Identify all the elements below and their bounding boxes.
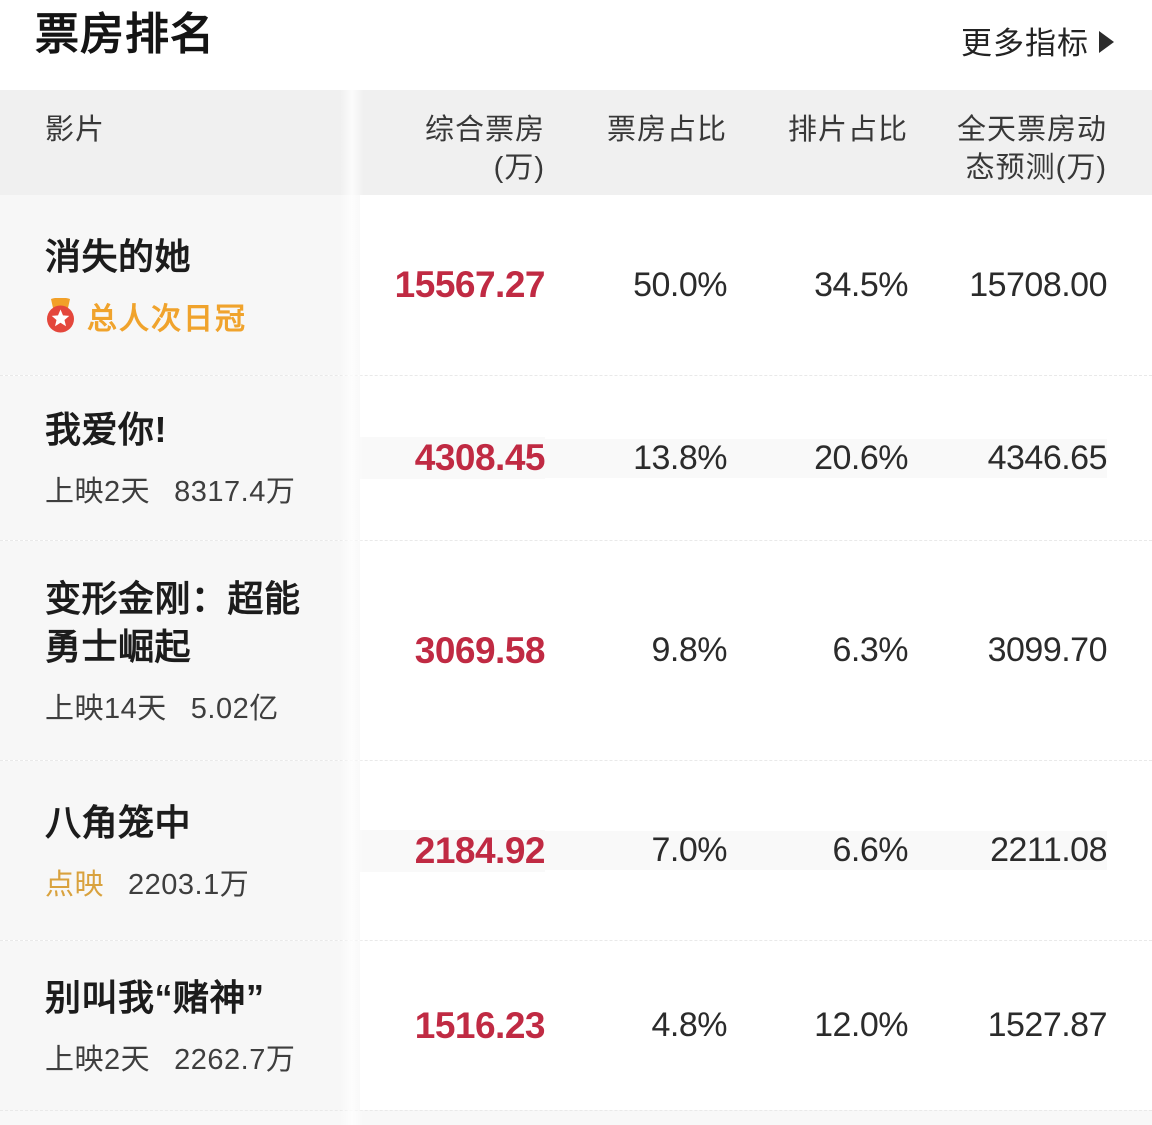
movie-row-5[interactable]: 别叫我“赌神” 上映2天 2262.7万 1516.23 4.8% 12.0% …	[0, 940, 1152, 1110]
box-office-value: 3069.58	[414, 629, 546, 671]
screen-share-value: 20.6%	[727, 438, 909, 478]
movie-row-4[interactable]: 八角笼中 点映 2203.1万 2184.92 7.0% 6.6% 2211.0…	[0, 760, 1152, 940]
release-days: 上映2天	[45, 1043, 151, 1076]
screen-share-value: 6.6%	[727, 831, 909, 870]
movie-row-2[interactable]: 我爱你! 上映2天 8317.4万 4308.45 13.8% 20.6% 43…	[0, 375, 1152, 540]
movie-row-1[interactable]: 消失的她 总人次日冠 15567.27 50.0% 34.5% 15708.00	[0, 195, 1152, 375]
cumulative-gross: 2262.7万	[174, 1043, 296, 1076]
box-office-value: 15567.27	[394, 264, 546, 305]
topbar: 票房排名 更多指标	[0, 0, 1152, 90]
forecast-value: 4346.65	[908, 438, 1108, 478]
badge-label: 总人次日冠	[87, 302, 247, 336]
film-cell: 我爱你! 上映2天 8317.4万	[0, 376, 360, 540]
box-share-value: 7.0%	[545, 831, 728, 870]
film-cell: 别叫我“赌神” 上映2天 2262.7万	[0, 941, 360, 1110]
column-header-screen-share: 排片占比	[787, 114, 908, 146]
more-indicators-label: 更多指标	[961, 26, 1089, 61]
column-header-box-share: 票房占比	[606, 114, 727, 146]
movie-badge: 总人次日冠	[45, 294, 247, 338]
column-header-box-office-line1: 综合票房	[424, 114, 545, 146]
column-header-box-office: 综合票房 (万)	[360, 111, 545, 187]
forecast-value: 2211.08	[908, 831, 1108, 870]
preview-screening-label: 点映	[45, 868, 105, 901]
cumulative-gross: 8317.4万	[174, 476, 296, 508]
screen-share-value: 34.5%	[814, 265, 908, 304]
movie-title: 八角笼中	[45, 801, 192, 843]
screen-share-value: 6.3%	[832, 631, 909, 669]
column-header-forecast-line2: 态预测(万)	[965, 152, 1107, 184]
triangle-right-icon	[1099, 30, 1114, 53]
column-header-forecast: 全天票房动 态预测(万)	[908, 111, 1107, 187]
film-cell: 变形金刚：超能勇士崛起 上映14天 5.02亿	[0, 541, 360, 760]
box-share-value: 4.8%	[651, 1006, 728, 1044]
page-title: 票房排名	[35, 10, 215, 59]
screen-share-value: 12.0%	[814, 1006, 908, 1044]
movie-title: 变形金刚：超能勇士崛起	[45, 577, 301, 667]
forecast-value: 15708.00	[969, 265, 1107, 304]
box-office-value: 2184.92	[360, 829, 546, 872]
forecast-value: 1527.87	[987, 1006, 1108, 1044]
column-header-forecast-line1: 全天票房动	[956, 114, 1107, 146]
film-cell: 消失的她 总人次日冠	[0, 195, 360, 375]
movie-title: 别叫我“赌神”	[45, 976, 265, 1018]
release-days: 上映14天	[45, 692, 167, 725]
cumulative-gross: 2203.1万	[128, 868, 250, 901]
box-share-value: 9.8%	[651, 631, 728, 669]
movie-title: 我爱你!	[45, 409, 167, 450]
column-header-film: 影片	[45, 114, 106, 146]
release-days: 上映2天	[45, 476, 151, 508]
box-share-value: 13.8%	[545, 438, 728, 478]
box-office-value: 4308.45	[360, 437, 546, 479]
more-indicators-link[interactable]: 更多指标	[961, 18, 1114, 63]
forecast-value: 3099.70	[987, 631, 1108, 669]
medal-icon	[47, 297, 74, 332]
table-header-row: 影片 综合票房 (万) 票房占比 排片占比 全天票房动 态预测(万)	[0, 90, 1152, 195]
film-cell: 八角笼中 点映 2203.1万	[0, 761, 360, 940]
cumulative-gross: 5.02亿	[190, 692, 279, 725]
release-info: 上映14天 5.02亿	[45, 685, 279, 727]
box-share-value: 50.0%	[633, 265, 727, 304]
box-office-value: 1516.23	[414, 1004, 546, 1046]
movie-title: 消失的她	[45, 235, 192, 277]
release-info: 上映2天 2262.7万	[45, 1036, 295, 1078]
movie-row-3[interactable]: 变形金刚：超能勇士崛起 上映14天 5.02亿 3069.58 9.8% 6.3…	[0, 540, 1152, 760]
column-header-box-office-line2: (万)	[493, 152, 545, 184]
next-row-peek	[0, 1110, 1152, 1125]
release-info: 上映2天 8317.4万	[45, 468, 295, 510]
release-info: 点映 2203.1万	[45, 861, 249, 903]
